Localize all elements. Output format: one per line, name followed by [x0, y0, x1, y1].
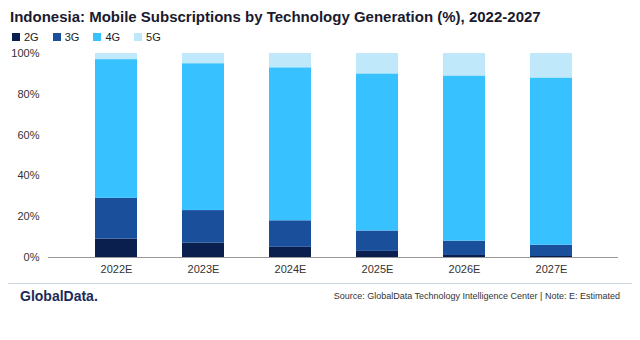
- svg-text:2027E: 2027E: [536, 263, 568, 275]
- svg-text:60%: 60%: [17, 129, 39, 141]
- svg-text:2025E: 2025E: [362, 263, 394, 275]
- html-text:4G: 4G: [105, 31, 121, 43]
- svg-text:0%: 0%: [24, 251, 40, 263]
- html-text:GlobalData.: GlobalData.: [20, 288, 98, 304]
- svg-text:40%: 40%: [17, 169, 39, 181]
- svg-text:2022E: 2022E: [101, 263, 133, 275]
- svg-text:2023E: 2023E: [188, 263, 220, 275]
- svg-text:2024E: 2024E: [275, 263, 307, 275]
- svg-text:20%: 20%: [17, 210, 39, 222]
- svg-text:2026E: 2026E: [449, 263, 481, 275]
- svg-text:100%: 100%: [11, 47, 39, 59]
- html-text:Indonesia: Mobile Subscription: Indonesia: Mobile Subscriptions by Techn…: [10, 8, 541, 25]
- html-text:3G: 3G: [64, 31, 80, 43]
- html-text:Source: GlobalData Technology: Source: GlobalData Technology Intelligen…: [333, 291, 620, 301]
- svg-text:80%: 80%: [17, 88, 39, 100]
- html-text:2G: 2G: [24, 31, 39, 43]
- html-text:5G: 5G: [146, 31, 161, 43]
